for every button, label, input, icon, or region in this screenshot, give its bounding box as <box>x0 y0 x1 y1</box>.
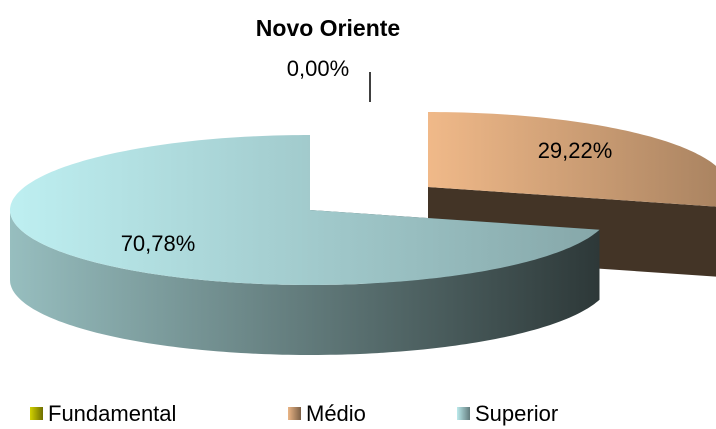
slice-top <box>428 112 716 207</box>
data-label: 0,00% <box>287 56 349 81</box>
data-label: 29,22% <box>538 138 613 163</box>
slice-side <box>10 210 600 355</box>
legend-swatch <box>30 407 43 420</box>
data-label: 70,78% <box>121 231 196 256</box>
legend-label: Médio <box>306 401 366 426</box>
legend-swatch <box>288 407 301 420</box>
legend-swatch <box>457 407 470 420</box>
legend-label: Superior <box>475 401 558 426</box>
chart-title: Novo Oriente <box>256 15 400 41</box>
legend-label: Fundamental <box>48 401 176 426</box>
slice-top <box>10 135 600 285</box>
